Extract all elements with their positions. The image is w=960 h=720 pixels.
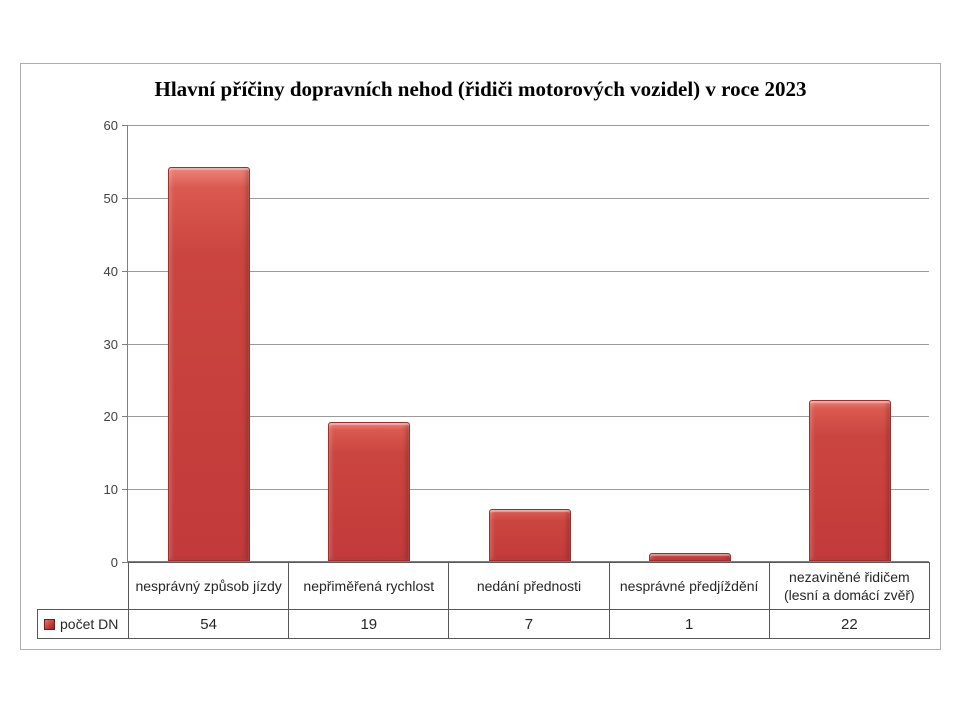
y-tick-label-10: 10	[103, 482, 118, 497]
bar-5	[809, 400, 891, 561]
y-tick-mark-50	[122, 198, 128, 199]
legend-swatch-icon	[44, 619, 55, 630]
gridline-y-10	[128, 489, 929, 490]
y-tick-mark-20	[122, 416, 128, 417]
x-axis-line	[128, 561, 929, 562]
y-tick-mark-10	[122, 489, 128, 490]
category-cell-5: nezaviněné řidičem (lesní a domácí zvěř)	[768, 562, 930, 610]
category-cell-4: nesprávné předjíždění	[608, 562, 770, 610]
bar-1	[168, 167, 250, 561]
value-cell-3: 7	[448, 609, 610, 639]
category-row: nesprávný způsob jízdy nepřiměřená rychlo…	[37, 562, 930, 610]
value-cell-5: 22	[768, 609, 930, 639]
y-tick-mark-40	[122, 271, 128, 272]
y-tick-label-50: 50	[103, 191, 118, 206]
bar-3	[489, 509, 571, 561]
legend-cell: počet DN	[37, 609, 129, 639]
legend-series-name: počet DN	[60, 616, 119, 632]
category-cell-2: nepřiměřená rychlost	[288, 562, 450, 610]
value-row: počet DN 54 19 7 1 22	[37, 609, 930, 639]
category-cell-1: nesprávný způsob jízdy	[127, 562, 290, 610]
y-axis-line	[127, 125, 128, 562]
chart-title: Hlavní příčiny dopravních nehod (řidiči …	[154, 77, 807, 101]
y-tick-label-20: 20	[103, 409, 118, 424]
data-table: nesprávný způsob jízdy nepřiměřená rychlo…	[37, 562, 930, 639]
category-cell-3: nedání přednosti	[448, 562, 610, 610]
data-table-body: nesprávný způsob jízdy nepřiměřená rychlo…	[37, 562, 930, 639]
table-corner-cell	[37, 562, 129, 610]
gridline-y-40	[128, 271, 929, 272]
value-cell-2: 19	[288, 609, 450, 639]
gridline-y-50	[128, 198, 929, 199]
bar-4	[649, 553, 731, 561]
y-tick-mark-60	[122, 125, 128, 126]
gridline-y-60	[128, 125, 929, 126]
chart-frame: Hlavní příčiny dopravních nehod (řidiči …	[20, 63, 941, 650]
y-tick-mark-30	[122, 344, 128, 345]
y-tick-label-30: 30	[103, 337, 118, 352]
plot-area: 0 10 20 30 40 50 60	[104, 119, 929, 569]
value-cell-4: 1	[608, 609, 770, 639]
gridline-y-30	[128, 344, 929, 345]
gridline-y-20	[128, 416, 929, 417]
bar-2	[328, 422, 410, 561]
value-cell-1: 54	[127, 609, 290, 639]
y-tick-label-40: 40	[103, 264, 118, 279]
y-tick-label-60: 60	[103, 118, 118, 133]
